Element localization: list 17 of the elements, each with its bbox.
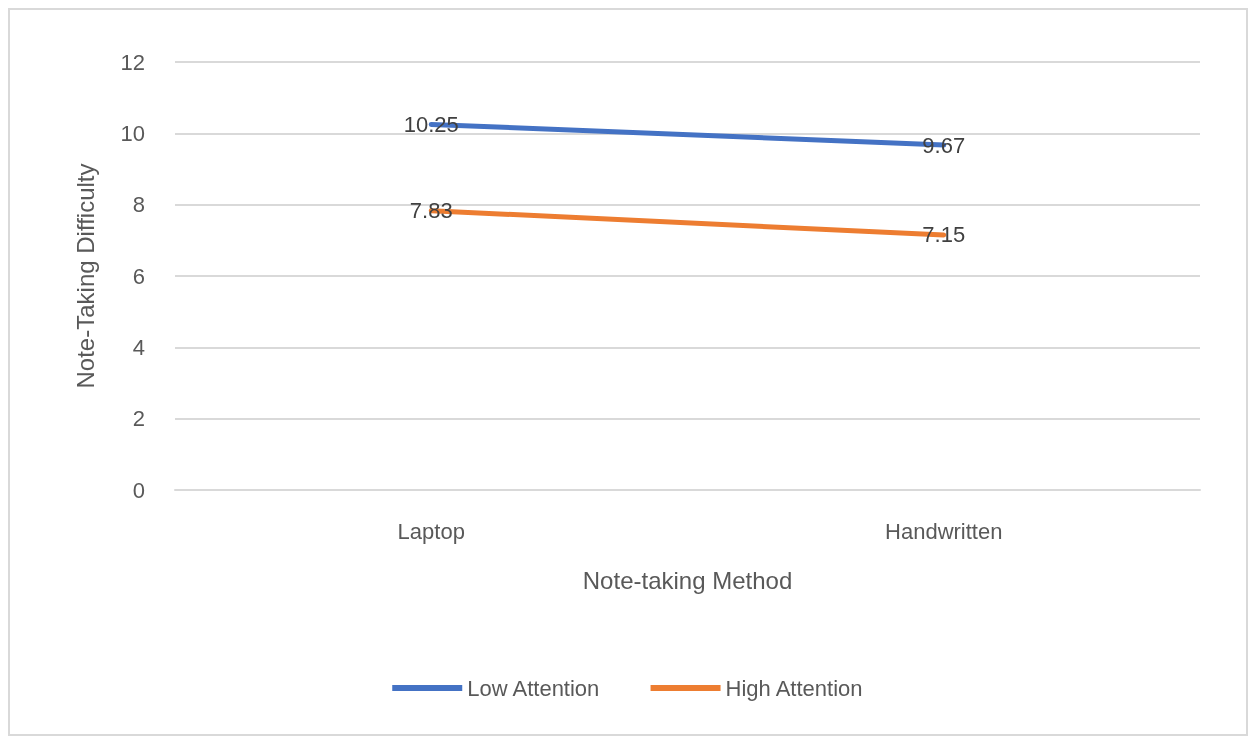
x-tick-label: Handwritten [885,518,1003,544]
y-tick-label: 10 [120,120,145,146]
data-label: 7.15 [922,222,966,248]
y-tick-label: 6 [132,263,145,289]
data-label: 10.25 [403,111,459,137]
x-tick-label: Laptop [397,518,465,544]
y-tick-label: 2 [132,406,145,432]
y-axis-title: Note-Taking Difficulty [71,163,99,389]
data-label: 7.83 [409,198,453,224]
x-axis-title: Note-taking Method [582,566,793,594]
data-label: 9.67 [922,132,966,158]
y-tick-label: 4 [132,334,145,360]
y-tick-label: 8 [132,192,145,218]
legend-label: Low Attention [467,675,600,701]
y-tick-label: 12 [120,49,145,75]
legend-label: High Attention [725,675,863,701]
y-tick-label: 0 [132,477,145,503]
